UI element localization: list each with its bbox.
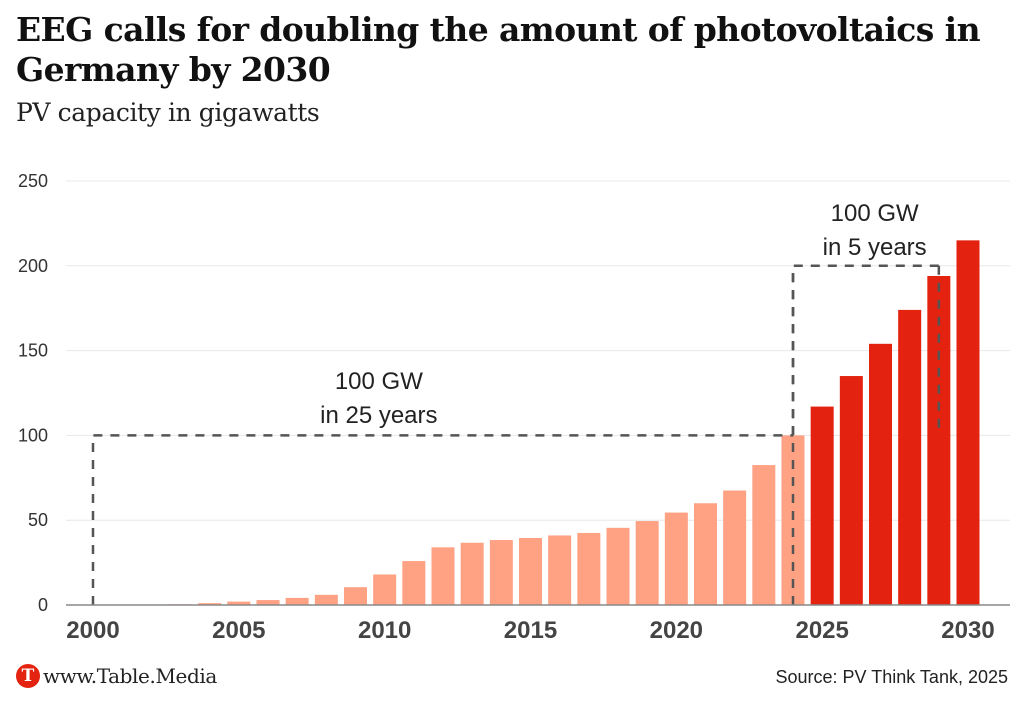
bar-2015 <box>519 538 542 605</box>
annotation-label: 100 GW <box>335 368 423 395</box>
x-tick-label: 2005 <box>212 617 265 644</box>
x-tick-label: 2000 <box>66 617 119 644</box>
bar-2006 <box>256 600 280 605</box>
x-tick-label: 2025 <box>795 617 848 644</box>
bar-2018 <box>606 527 630 605</box>
bar-2007 <box>285 597 309 605</box>
bar-2013 <box>460 542 484 605</box>
bar-2019 <box>635 521 659 605</box>
y-tick-label: 0 <box>38 595 48 615</box>
x-axis-ticks: 2000 2005 2010 2015 2020 2025 2030 <box>66 617 994 644</box>
annotation-label: 100 GW <box>831 200 919 227</box>
x-tick-label: 2010 <box>358 617 411 644</box>
bar-2017 <box>577 532 601 605</box>
x-tick-label: 2015 <box>504 617 557 644</box>
site-link[interactable]: www.Table.Media <box>43 664 217 688</box>
gridlines <box>66 180 1010 521</box>
bar-2028 <box>898 309 922 605</box>
bar-2022 <box>723 490 747 605</box>
annotations: 100 GW in 25 years 100 GW in 5 years <box>320 200 927 429</box>
y-tick-label: 200 <box>18 256 48 276</box>
chart-title: EEG calls for doubling the amount of pho… <box>16 10 981 89</box>
bar-2027 <box>869 343 892 605</box>
bar-2005 <box>227 601 251 605</box>
bar-2023 <box>752 465 776 605</box>
annotation-bracket <box>91 434 793 605</box>
bar-2012 <box>431 547 455 605</box>
bar-2016 <box>548 535 572 605</box>
bar-2009 <box>344 587 367 605</box>
y-tick-label: 50 <box>28 510 48 530</box>
y-axis-ticks: 0 50 100 150 200 250 <box>18 171 48 615</box>
bar-2010 <box>373 574 397 605</box>
table-media-logo[interactable]: T www.Table.Media <box>16 664 217 688</box>
chart-subtitle: PV capacity in gigawatts <box>16 98 320 127</box>
bar-2008 <box>314 594 338 605</box>
bar-2030 <box>956 240 980 606</box>
source-note: Source: PV Think Tank, 2025 <box>775 667 1008 687</box>
annotation-label: in 5 years <box>823 234 927 261</box>
bar-2020 <box>664 512 688 605</box>
bar-2014 <box>489 540 513 605</box>
bar-2029 <box>927 275 951 605</box>
annotation-brackets <box>91 264 941 605</box>
x-tick-label: 2030 <box>941 617 994 644</box>
y-tick-label: 150 <box>18 341 48 361</box>
bars <box>169 240 980 606</box>
annotation-label: in 25 years <box>320 402 437 429</box>
bar-2026 <box>839 376 863 605</box>
logo-icon: T <box>16 664 40 688</box>
bar-2024 <box>781 435 805 605</box>
bar-2021 <box>694 503 717 605</box>
x-tick-label: 2020 <box>650 617 703 644</box>
bar-2011 <box>402 561 426 605</box>
bar-2004 <box>198 603 222 605</box>
y-tick-label: 100 <box>18 425 48 445</box>
y-tick-label: 250 <box>18 171 48 191</box>
bar-2025 <box>810 406 834 605</box>
